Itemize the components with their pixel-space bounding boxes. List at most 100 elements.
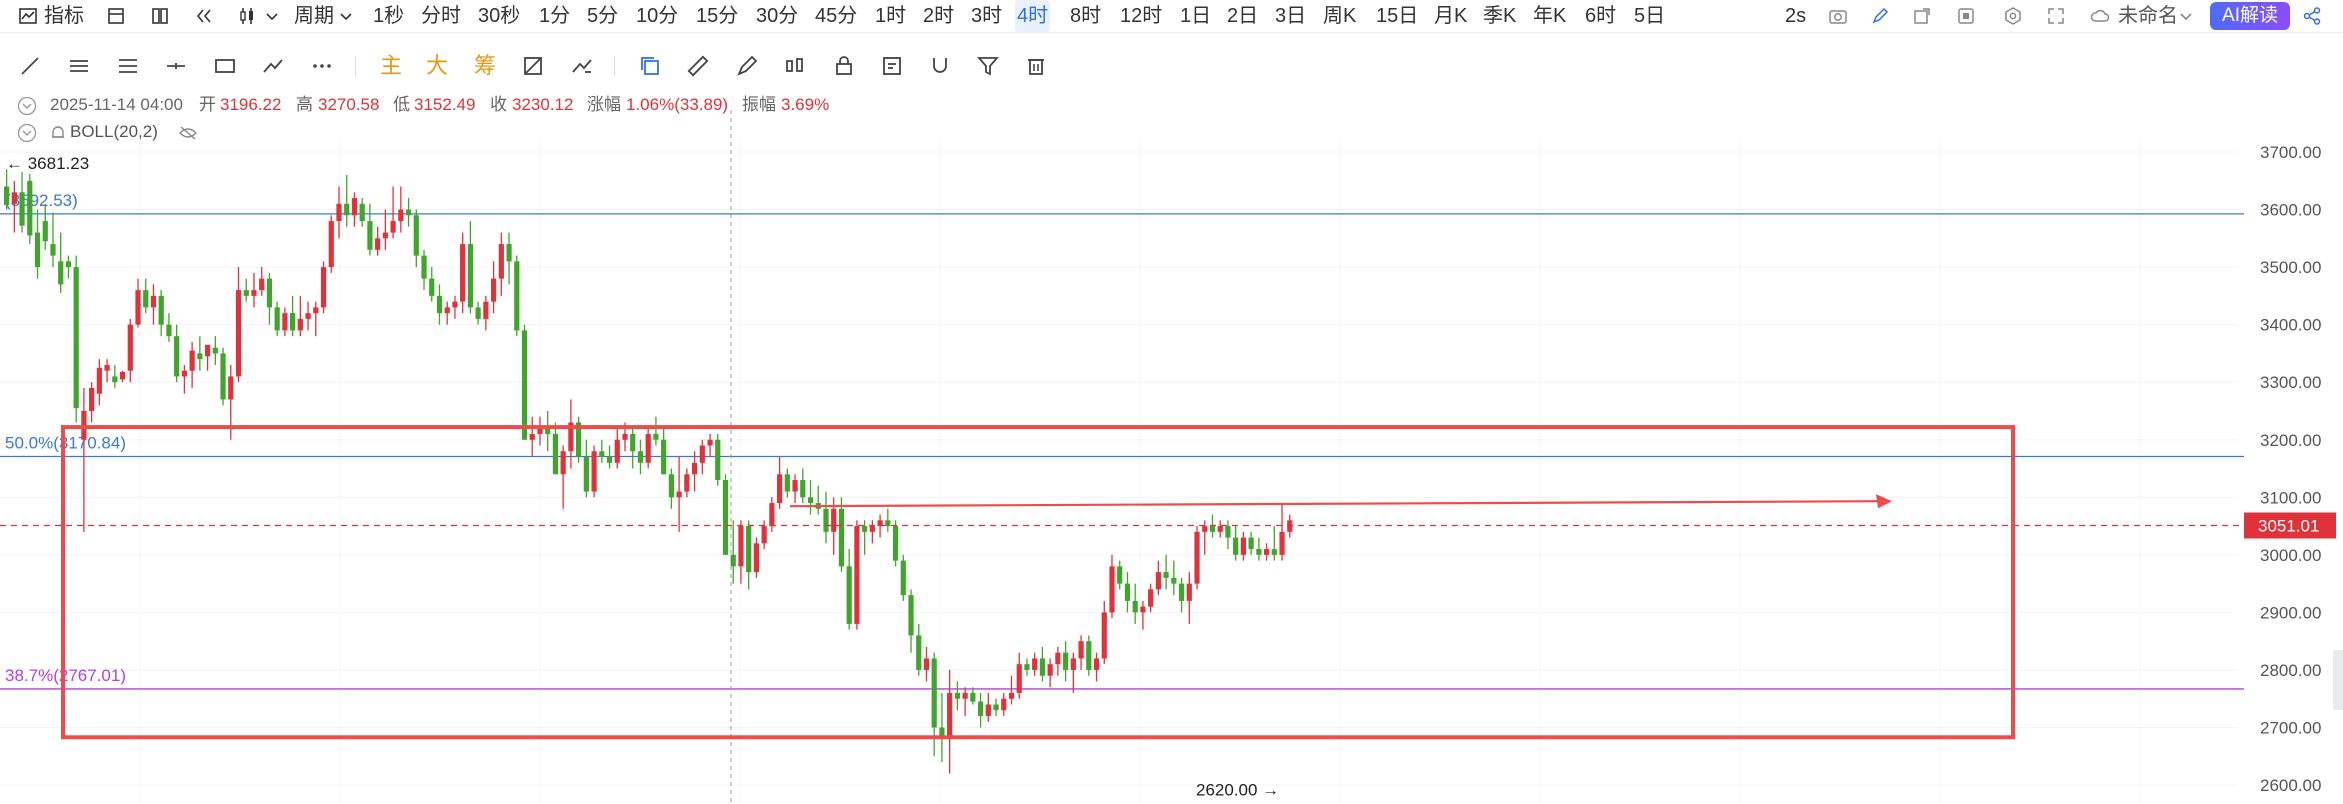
export-icon[interactable]	[1912, 6, 1932, 26]
magnet-icon[interactable]	[928, 54, 952, 78]
candle-body	[552, 433, 559, 475]
cloud-icon[interactable]	[2090, 6, 2110, 26]
period-30s[interactable]: 30秒	[478, 5, 521, 27]
indicators-button[interactable]: 指标	[44, 5, 84, 27]
ai-analysis-button[interactable]: AI解读	[2210, 2, 2290, 30]
period-dropdown[interactable]: 周期	[294, 5, 334, 27]
snapshot-icon[interactable]	[1956, 6, 1976, 26]
share-icon[interactable]	[2302, 6, 2322, 26]
period-6h[interactable]: 6时	[1585, 5, 1617, 27]
chevron-down-icon[interactable]	[2176, 6, 2196, 26]
period-15d[interactable]: 15日	[1376, 5, 1419, 27]
period-3d[interactable]: 3日	[1275, 5, 1307, 27]
replay-icon[interactable]	[194, 6, 214, 26]
candle-body	[1148, 589, 1154, 607]
eye-hidden-icon[interactable]	[178, 124, 198, 142]
chip-tool[interactable]: 筹	[474, 53, 497, 78]
candle-body	[1202, 526, 1208, 532]
measure-tool-icon[interactable]	[570, 54, 594, 78]
y-tick-label: 3100.00	[2260, 488, 2321, 507]
camera-icon[interactable]	[1828, 6, 1848, 26]
period-4h[interactable]: 4时	[1015, 0, 1051, 32]
chevron-down-icon[interactable]	[336, 6, 356, 26]
grid-lines	[0, 140, 2238, 804]
candle	[274, 301, 280, 337]
more-icon[interactable]	[310, 54, 334, 78]
candle-body	[1163, 572, 1169, 578]
big-order-tool[interactable]: 大	[426, 53, 449, 78]
measure-icon[interactable]	[261, 54, 285, 78]
period-5d[interactable]: 5日	[1634, 5, 1666, 27]
candle	[529, 416, 535, 458]
fullscreen-icon[interactable]	[2046, 6, 2066, 26]
trash-icon[interactable]	[1024, 54, 1048, 78]
period-week[interactable]: 周K	[1323, 5, 1357, 27]
period-2d[interactable]: 2日	[1227, 5, 1259, 27]
candle-body	[1194, 531, 1200, 584]
candle-body	[715, 439, 721, 481]
lock-icon[interactable]	[832, 54, 856, 78]
candle	[1178, 577, 1185, 613]
candle-type-icon[interactable]	[238, 6, 258, 26]
layout-name[interactable]: 未命名	[2118, 5, 2178, 27]
candle-body	[297, 318, 303, 331]
period-month[interactable]: 月K	[1434, 5, 1468, 27]
period-year[interactable]: 年K	[1533, 5, 1567, 27]
bell-icon[interactable]	[49, 124, 67, 142]
candle-body	[1086, 641, 1092, 670]
horizontal-line-icon[interactable]	[164, 54, 188, 78]
low-label: 低	[393, 95, 410, 114]
candle-body	[197, 353, 203, 360]
ruler-icon[interactable]	[686, 54, 710, 78]
copy-icon[interactable]	[638, 54, 662, 78]
calendar-icon[interactable]	[106, 6, 126, 26]
candle-compare-icon[interactable]	[783, 54, 807, 78]
candle	[34, 209, 41, 279]
pen-icon[interactable]	[1870, 6, 1890, 26]
note-icon[interactable]	[880, 54, 904, 78]
period-8h[interactable]: 8时	[1070, 5, 1102, 27]
refresh-interval[interactable]: 2s	[1785, 5, 1807, 27]
period-1m[interactable]: 1分	[539, 5, 571, 27]
candle-body	[475, 307, 481, 319]
parallel-channel-icon[interactable]	[67, 54, 91, 78]
period-10m[interactable]: 10分	[636, 5, 679, 27]
period-quarter[interactable]: 季K	[1483, 5, 1517, 27]
period-30m[interactable]: 30分	[756, 5, 799, 27]
period-1s[interactable]: 1秒	[373, 5, 405, 27]
period-2h[interactable]: 2时	[923, 5, 955, 27]
fib-retracement-icon[interactable]	[116, 54, 140, 78]
period-3h[interactable]: 3时	[971, 5, 1003, 27]
candle-body	[1186, 583, 1192, 601]
candle-body	[691, 462, 698, 475]
filter-icon[interactable]	[976, 54, 1000, 78]
main-force-tool[interactable]: 主	[380, 53, 403, 78]
settings-icon[interactable]	[2003, 6, 2023, 26]
period-tick[interactable]: 分时	[421, 5, 461, 27]
layout-icon[interactable]	[150, 6, 170, 26]
brush-icon[interactable]	[735, 54, 759, 78]
candle	[143, 278, 149, 314]
collapse-icon[interactable]	[17, 123, 37, 143]
collapse-icon[interactable]	[17, 96, 37, 116]
indicator-name[interactable]: BOLL(20,2)	[70, 122, 158, 141]
period-5m[interactable]: 5分	[587, 5, 619, 27]
period-45m[interactable]: 45分	[815, 5, 858, 27]
trend-line-icon[interactable]	[18, 54, 42, 78]
chevron-down-icon[interactable]	[262, 6, 282, 26]
candle	[320, 261, 327, 314]
compare-icon[interactable]	[521, 54, 545, 78]
rectangle-icon[interactable]	[213, 54, 237, 78]
period-12h[interactable]: 12时	[1120, 5, 1163, 27]
period-1h[interactable]: 1时	[875, 5, 907, 27]
candle	[962, 687, 968, 716]
period-1d[interactable]: 1日	[1180, 5, 1212, 27]
period-15m[interactable]: 15分	[696, 5, 739, 27]
candle	[429, 267, 435, 302]
candle	[537, 416, 543, 446]
candle-body	[398, 209, 404, 222]
amplitude-value: 3.69%	[781, 95, 830, 114]
indicators-icon[interactable]	[18, 6, 38, 26]
candle	[1171, 560, 1177, 596]
